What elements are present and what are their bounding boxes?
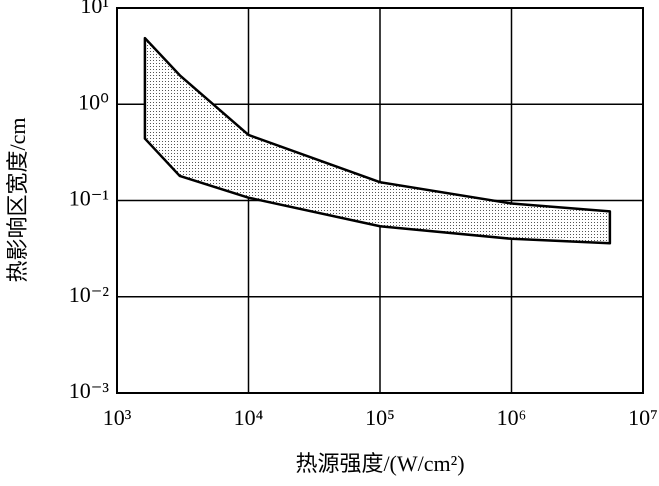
x-tick-label: 10⁵ — [365, 405, 395, 430]
y-tick-label: 10⁰ — [78, 89, 109, 114]
y-tick-label: 10⁻¹ — [69, 186, 109, 211]
y-tick-label: 10¹ — [80, 0, 109, 18]
y-tick-label: 10⁻³ — [69, 378, 110, 403]
x-tick-label: 10⁶ — [497, 405, 527, 430]
x-tick-label: 10³ — [103, 405, 132, 430]
x-tick-label: 10⁴ — [234, 405, 264, 430]
y-tick-label: 10⁻² — [69, 282, 110, 307]
band-area — [143, 36, 612, 245]
x-tick-label: 10⁷ — [628, 405, 658, 430]
x-axis-label: 热源强度/(W/cm²) — [295, 451, 464, 476]
y-axis-label: 热影响区宽度/cm — [5, 118, 30, 283]
plot-frame — [116, 7, 644, 394]
